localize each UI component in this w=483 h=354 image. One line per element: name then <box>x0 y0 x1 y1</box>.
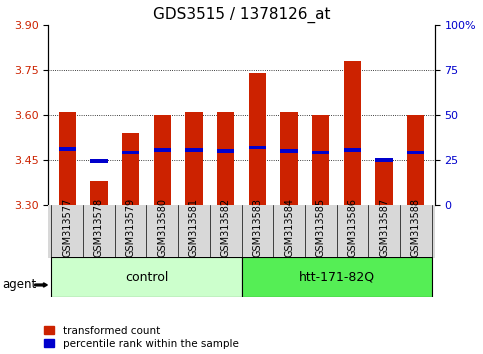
Bar <box>312 150 329 154</box>
Bar <box>280 112 298 205</box>
Bar <box>375 158 393 162</box>
Text: agent: agent <box>2 279 37 291</box>
Bar <box>249 73 266 205</box>
Bar <box>343 148 361 152</box>
Text: control: control <box>125 270 168 284</box>
Bar <box>217 149 234 153</box>
Bar <box>52 257 242 297</box>
Bar <box>90 181 108 205</box>
Bar <box>249 146 266 149</box>
Bar <box>407 150 425 154</box>
Bar <box>122 150 140 154</box>
Bar <box>375 160 393 205</box>
Text: htt-171-82Q: htt-171-82Q <box>298 270 375 284</box>
Bar <box>343 61 361 205</box>
Bar <box>58 112 76 205</box>
Bar <box>242 257 431 297</box>
Bar <box>154 115 171 205</box>
Bar <box>407 115 425 205</box>
Bar <box>154 148 171 152</box>
Bar <box>58 147 76 150</box>
Title: GDS3515 / 1378126_at: GDS3515 / 1378126_at <box>153 7 330 23</box>
Bar <box>280 149 298 153</box>
Bar <box>217 112 234 205</box>
Bar <box>312 115 329 205</box>
Bar <box>90 159 108 162</box>
Legend: transformed count, percentile rank within the sample: transformed count, percentile rank withi… <box>44 326 239 349</box>
Bar <box>122 133 140 205</box>
Bar <box>185 112 203 205</box>
Bar <box>185 148 203 152</box>
